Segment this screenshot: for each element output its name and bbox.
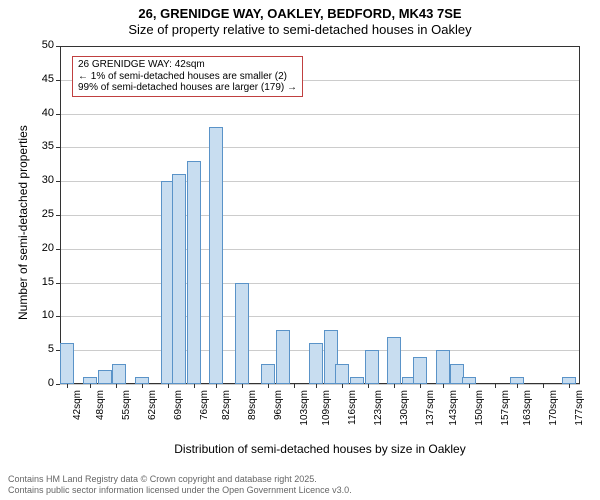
ytick-label: 10 <box>26 309 54 321</box>
page-title-address: 26, GRENIDGE WAY, OAKLEY, BEDFORD, MK43 … <box>0 6 600 22</box>
gridline <box>60 384 580 385</box>
histogram-bar <box>276 330 290 384</box>
callout-box: 26 GRENIDGE WAY: 42sqm ← 1% of semi-deta… <box>72 56 303 97</box>
xtick-label: 109sqm <box>321 390 332 440</box>
ytick-label: 45 <box>26 73 54 85</box>
histogram-bar <box>60 343 74 384</box>
histogram-bar <box>335 364 349 384</box>
ytick-label: 50 <box>26 39 54 51</box>
xtick-label: 116sqm <box>347 390 358 440</box>
page-title-sub: Size of property relative to semi-detach… <box>0 22 600 38</box>
histogram-bar <box>235 283 249 384</box>
xtick-label: 48sqm <box>95 390 106 440</box>
footer-credits: Contains HM Land Registry data © Crown c… <box>8 474 352 496</box>
histogram-bar <box>112 364 126 384</box>
xtick-mark <box>469 384 470 388</box>
xtick-mark <box>142 384 143 388</box>
ytick-mark <box>56 384 60 385</box>
xtick-label: 76sqm <box>199 390 210 440</box>
xtick-mark <box>517 384 518 388</box>
xtick-mark <box>368 384 369 388</box>
xtick-label: 123sqm <box>373 390 384 440</box>
footer-line-1: Contains HM Land Registry data © Crown c… <box>8 474 352 485</box>
xtick-mark <box>90 384 91 388</box>
xtick-mark <box>316 384 317 388</box>
xtick-label: 82sqm <box>221 390 232 440</box>
xtick-mark <box>569 384 570 388</box>
xtick-label: 150sqm <box>474 390 485 440</box>
histogram-bar <box>83 377 97 384</box>
x-axis-label: Distribution of semi-detached houses by … <box>60 442 580 456</box>
callout-line-2: ← 1% of semi-detached houses are smaller… <box>78 71 297 83</box>
histogram-bar <box>172 174 186 384</box>
histogram-bar <box>135 377 149 384</box>
histogram-bar <box>261 364 275 384</box>
y-axis-label: Number of semi-detached properties <box>16 125 30 320</box>
histogram-bar <box>462 377 476 384</box>
ytick-label: 20 <box>26 242 54 254</box>
callout-line-3: 99% of semi-detached houses are larger (… <box>78 82 297 94</box>
plot-border <box>60 46 580 384</box>
xtick-label: 103sqm <box>299 390 310 440</box>
ytick-label: 0 <box>26 377 54 389</box>
xtick-label: 69sqm <box>173 390 184 440</box>
xtick-label: 89sqm <box>247 390 258 440</box>
histogram-bar <box>350 377 364 384</box>
histogram-bar <box>436 350 450 384</box>
xtick-label: 96sqm <box>273 390 284 440</box>
callout-line-1: 26 GRENIDGE WAY: 42sqm <box>78 59 297 71</box>
ytick-label: 30 <box>26 174 54 186</box>
xtick-mark <box>67 384 68 388</box>
histogram-bar <box>187 161 201 384</box>
xtick-mark <box>495 384 496 388</box>
xtick-label: 170sqm <box>548 390 559 440</box>
ytick-label: 35 <box>26 140 54 152</box>
xtick-mark <box>116 384 117 388</box>
xtick-label: 163sqm <box>522 390 533 440</box>
xtick-label: 143sqm <box>448 390 459 440</box>
ytick-label: 15 <box>26 276 54 288</box>
xtick-mark <box>394 384 395 388</box>
xtick-mark <box>268 384 269 388</box>
histogram-bar <box>365 350 379 384</box>
histogram-bar <box>387 337 401 384</box>
ytick-label: 5 <box>26 343 54 355</box>
xtick-label: 62sqm <box>147 390 158 440</box>
footer-line-2: Contains public sector information licen… <box>8 485 352 496</box>
xtick-mark <box>420 384 421 388</box>
xtick-mark <box>294 384 295 388</box>
xtick-label: 137sqm <box>425 390 436 440</box>
xtick-label: 157sqm <box>500 390 511 440</box>
xtick-mark <box>342 384 343 388</box>
xtick-label: 177sqm <box>574 390 585 440</box>
histogram-bar <box>413 357 427 384</box>
xtick-mark <box>216 384 217 388</box>
xtick-label: 42sqm <box>72 390 83 440</box>
histogram-bar <box>510 377 524 384</box>
xtick-label: 130sqm <box>399 390 410 440</box>
xtick-mark <box>443 384 444 388</box>
xtick-mark <box>242 384 243 388</box>
xtick-label: 55sqm <box>121 390 132 440</box>
xtick-mark <box>194 384 195 388</box>
xtick-mark <box>168 384 169 388</box>
ytick-label: 25 <box>26 208 54 220</box>
histogram-bar <box>309 343 323 384</box>
ytick-label: 40 <box>26 107 54 119</box>
histogram-bar <box>562 377 576 384</box>
histogram-bar <box>209 127 223 384</box>
histogram-bar <box>98 370 112 384</box>
xtick-mark <box>543 384 544 388</box>
